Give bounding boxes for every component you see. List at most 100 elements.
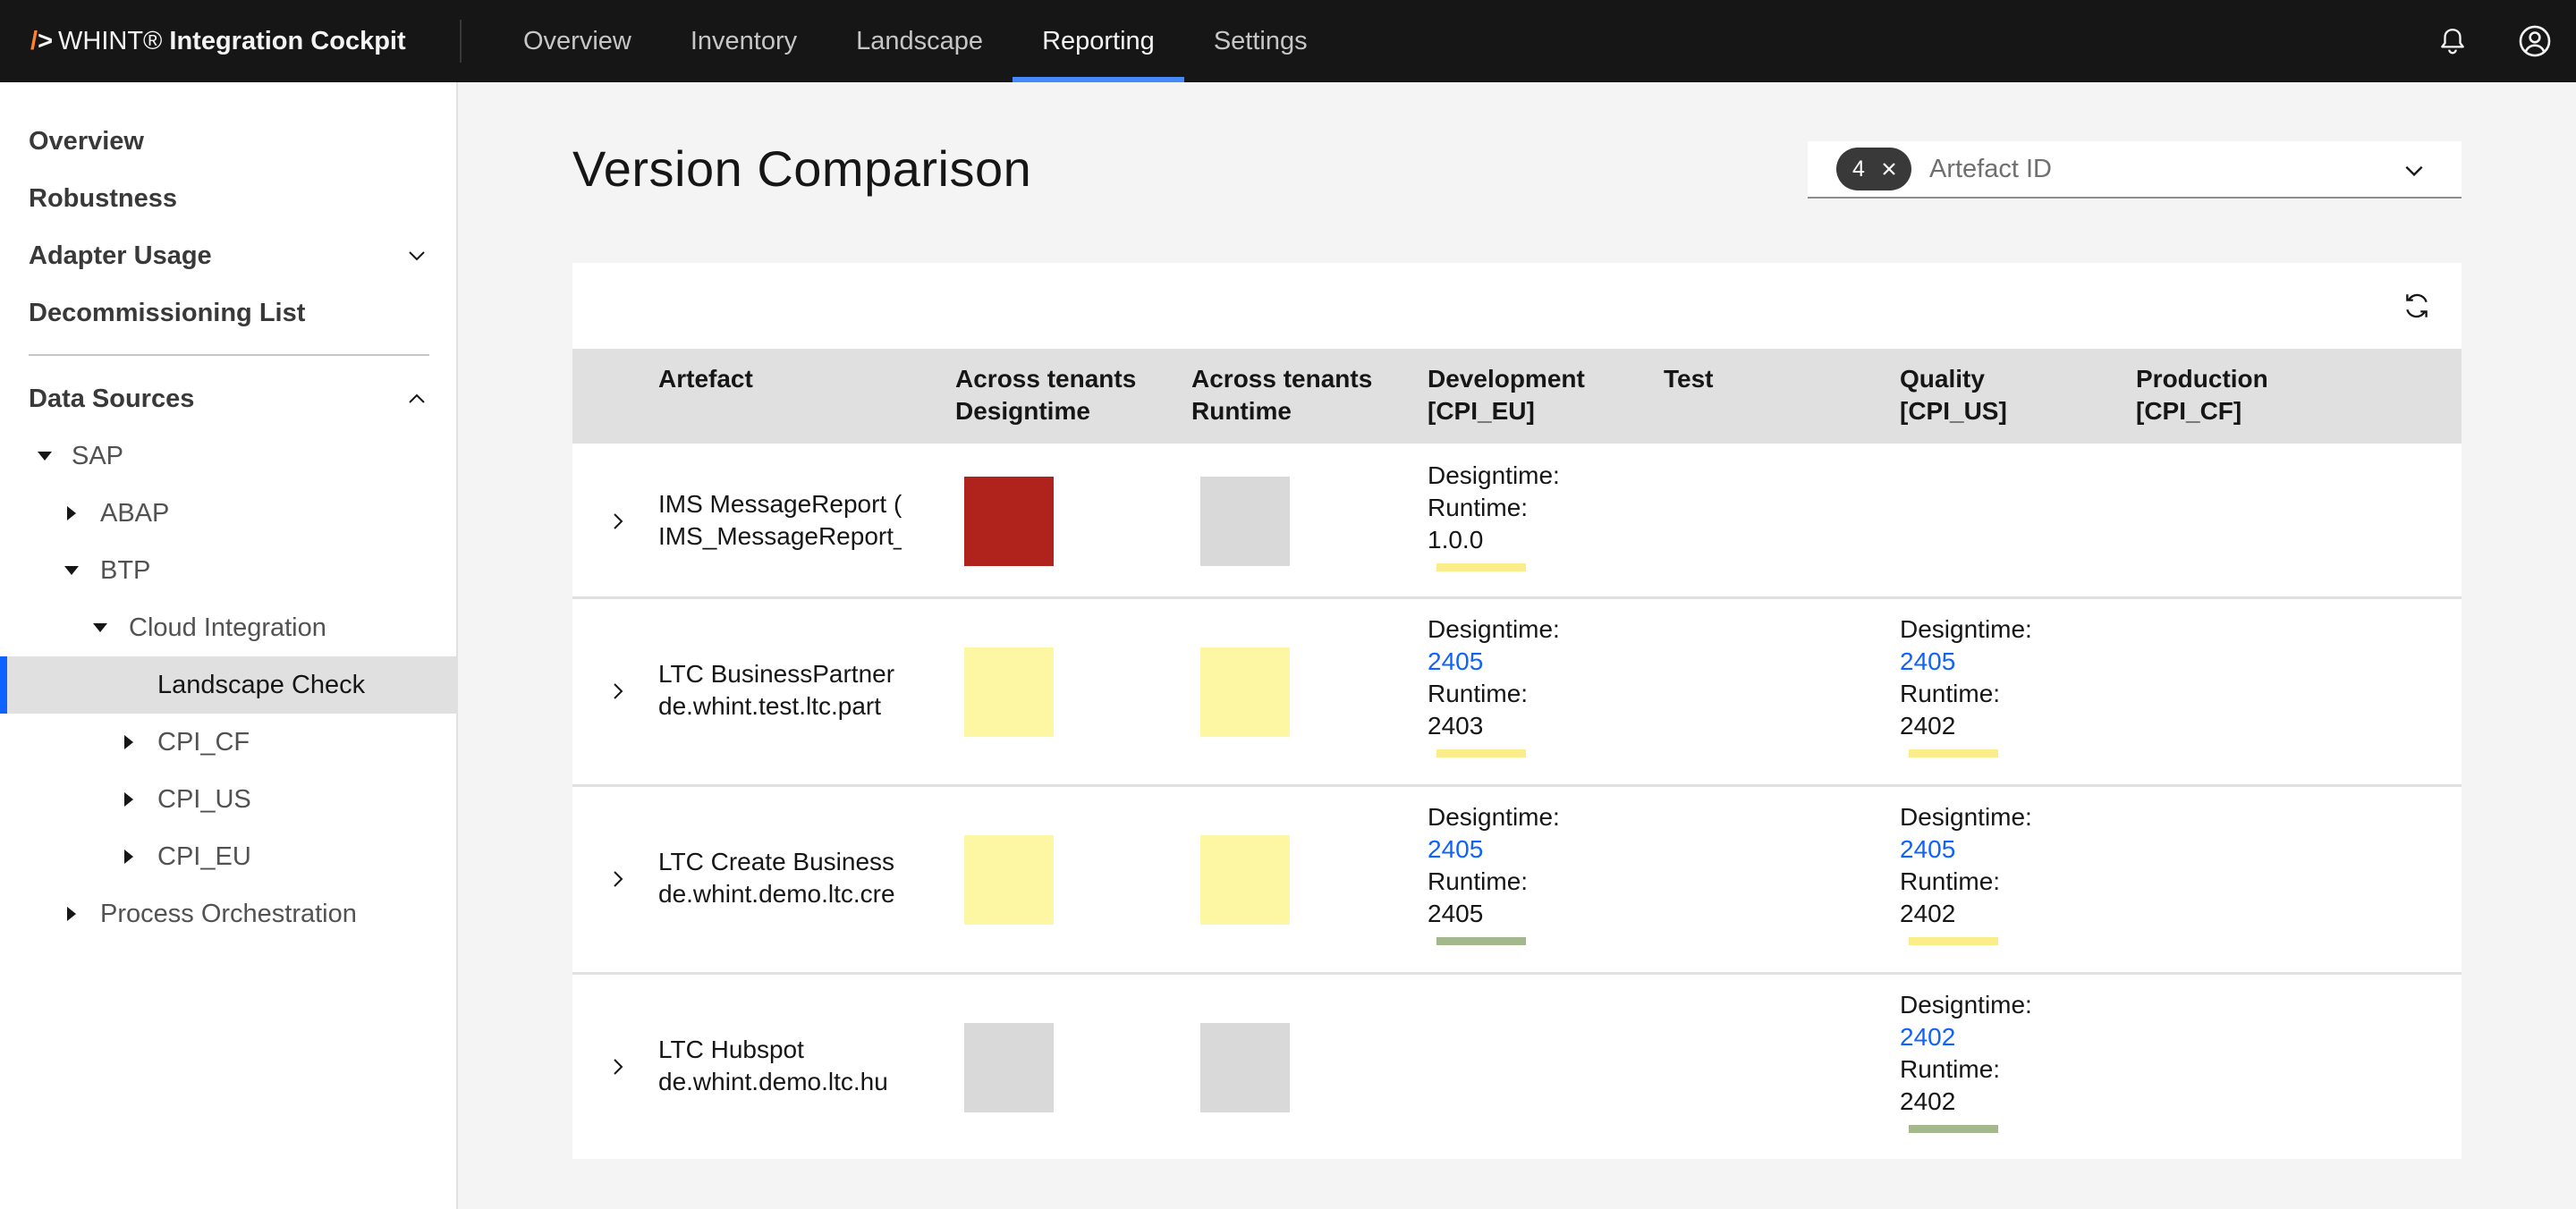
- caret-down-icon: [91, 619, 109, 637]
- nav-inventory[interactable]: Inventory: [690, 26, 798, 55]
- column-header-across-runtime[interactable]: Across tenants Runtime: [1191, 365, 1373, 425]
- designtime-version-link[interactable]: 2405: [1428, 835, 1484, 863]
- expand-row-button[interactable]: [605, 866, 631, 892]
- development-status-bar: [1436, 749, 1526, 757]
- tree-node-landscape-check[interactable]: Landscape Check: [0, 656, 456, 714]
- artefact-name: IMS MessageReport ( IMS_MessageReport_: [658, 490, 902, 550]
- column-header-test[interactable]: Test: [1664, 365, 1714, 393]
- page-title: Version Comparison: [572, 140, 1032, 197]
- user-menu-button[interactable]: [2494, 0, 2576, 82]
- designtime-version-link[interactable]: 2405: [1900, 835, 1956, 863]
- quality-version-cell: Designtime: 2405 Runtime: 2402: [1900, 803, 2032, 927]
- table-row[interactable]: LTC BusinessPartner de.whint.test.ltc.pa…: [572, 599, 2462, 787]
- main-nav: Overview Inventory Landscape Reporting S…: [494, 0, 1337, 82]
- artefact-id-filter[interactable]: 4 Artefact ID: [1808, 141, 2462, 199]
- close-icon: [1883, 163, 1895, 175]
- chevron-right-icon: [614, 513, 623, 529]
- column-header-quality[interactable]: Quality [CPI_US]: [1900, 365, 2007, 425]
- caret-down-icon: [36, 447, 54, 465]
- tree-node-sap[interactable]: SAP: [0, 427, 456, 485]
- artefact-name: LTC Create Business de.whint.demo.ltc.cr…: [658, 848, 895, 908]
- nav-reporting[interactable]: Reporting: [1013, 0, 1184, 82]
- tree-node-label: SAP: [72, 441, 124, 470]
- chevron-down-icon: [2405, 165, 2423, 177]
- tree-node-cpi-eu[interactable]: CPI_EU: [0, 828, 456, 885]
- quality-version-cell: Designtime: 2402 Runtime: 2402: [1900, 991, 2032, 1115]
- expand-row-button[interactable]: [605, 1053, 631, 1080]
- nav-settings[interactable]: Settings: [1213, 26, 1308, 55]
- tree-node-abap[interactable]: ABAP: [0, 485, 456, 542]
- runtime-status-swatch: [1200, 1023, 1290, 1112]
- table-row[interactable]: IMS MessageReport ( IMS_MessageReport_ D…: [572, 444, 2462, 599]
- table-row[interactable]: LTC Create Business de.whint.demo.ltc.cr…: [572, 787, 2462, 975]
- quality-version-cell: Designtime: 2405 Runtime: 2402: [1900, 615, 2032, 740]
- side-item-robustness[interactable]: Robustness: [29, 183, 177, 213]
- side-item-overview[interactable]: Overview: [29, 126, 144, 156]
- refresh-button[interactable]: [2399, 288, 2435, 324]
- expand-row-button[interactable]: [605, 678, 631, 705]
- caret-down-icon: [63, 562, 80, 579]
- sidebar-divider: [29, 354, 429, 356]
- column-header-across-designtime[interactable]: Across tenants Designtime: [955, 365, 1137, 425]
- chevron-right-icon: [614, 683, 623, 699]
- nav-overview[interactable]: Overview: [523, 26, 631, 55]
- development-version-cell: Designtime: 2405 Runtime: 2403: [1428, 615, 1560, 740]
- chevron-down-icon: [409, 251, 425, 261]
- development-version-cell: Designtime: 2405 Runtime: 2405: [1428, 803, 1560, 927]
- nav-landscape[interactable]: Landscape: [856, 26, 984, 55]
- refresh-icon: [2406, 293, 2428, 318]
- notification-icon: [2441, 29, 2464, 55]
- tree-node-label: Cloud Integration: [129, 613, 326, 642]
- side-item-data-sources[interactable]: Data Sources: [0, 370, 456, 427]
- filter-count: 4: [1852, 156, 1865, 182]
- designtime-status-swatch: [964, 1023, 1054, 1112]
- tree-node-label: CPI_EU: [157, 841, 251, 871]
- caret-right-icon: [63, 504, 80, 522]
- filter-placeholder: Artefact ID: [1929, 154, 2052, 183]
- expand-row-button[interactable]: [605, 508, 631, 535]
- development-status-bar: [1436, 563, 1526, 571]
- artefact-name: LTC BusinessPartner de.whint.test.ltc.pa…: [658, 660, 895, 720]
- brand-logo[interactable]: /> WHINT® Integration Cockpit: [0, 20, 462, 63]
- chevron-right-icon: [614, 1059, 623, 1075]
- caret-right-icon: [120, 733, 138, 751]
- quality-status-bar: [1909, 749, 1998, 757]
- brand-mark: />: [30, 26, 53, 55]
- designtime-status-swatch: [964, 647, 1054, 737]
- tree-node-cpi-us[interactable]: CPI_US: [0, 771, 456, 828]
- tree-node-label: Process Orchestration: [100, 899, 357, 928]
- side-item-label: Data Sources: [29, 384, 195, 413]
- tree-node-label: CPI_US: [157, 784, 251, 814]
- user-avatar-icon: [2519, 25, 2551, 57]
- tree-node-label: ABAP: [100, 498, 170, 528]
- brand-product: Integration Cockpit: [169, 26, 406, 55]
- designtime-version-link[interactable]: 2405: [1900, 647, 1956, 675]
- designtime-version-link[interactable]: 2405: [1428, 647, 1484, 675]
- clear-filter-button[interactable]: [1879, 159, 1899, 179]
- runtime-status-swatch: [1200, 647, 1290, 737]
- caret-right-icon: [63, 905, 80, 923]
- column-header-production[interactable]: Production [CPI_CF]: [2136, 365, 2268, 425]
- side-item-decommissioning-list[interactable]: Decommissioning List: [29, 298, 306, 327]
- tree-node-cloud-integration[interactable]: Cloud Integration: [0, 599, 456, 656]
- table-row[interactable]: LTC Hubspot de.whint.demo.ltc.hu Designt…: [572, 975, 2462, 1159]
- version-comparison-table: Artefact Across tenants Designtime Acros…: [572, 263, 2462, 1159]
- chevron-up-icon: [409, 393, 425, 403]
- runtime-status-swatch: [1200, 477, 1290, 566]
- tree-node-cpi-cf[interactable]: CPI_CF: [0, 714, 456, 771]
- caret-right-icon: [120, 790, 138, 808]
- column-header-artefact[interactable]: Artefact: [658, 365, 753, 393]
- side-item-adapter-usage[interactable]: Adapter Usage: [0, 227, 456, 284]
- side-navigation: Overview Robustness Adapter Usage Decomm…: [0, 82, 458, 1209]
- notification-button[interactable]: [2411, 0, 2494, 82]
- chevron-right-icon: [614, 871, 623, 887]
- artefact-name: LTC Hubspot de.whint.demo.ltc.hu: [658, 1036, 888, 1095]
- brand-name: WHINT®: [58, 26, 163, 55]
- filter-count-tag[interactable]: 4: [1836, 148, 1911, 190]
- tree-node-btp[interactable]: BTP: [0, 542, 456, 599]
- designtime-version-link[interactable]: 2402: [1900, 1023, 1956, 1051]
- quality-status-bar: [1909, 1125, 1998, 1133]
- column-header-development[interactable]: Development [CPI_EU]: [1428, 365, 1585, 425]
- tree-node-process-orchestration[interactable]: Process Orchestration: [0, 885, 456, 943]
- development-status-bar: [1436, 937, 1526, 945]
